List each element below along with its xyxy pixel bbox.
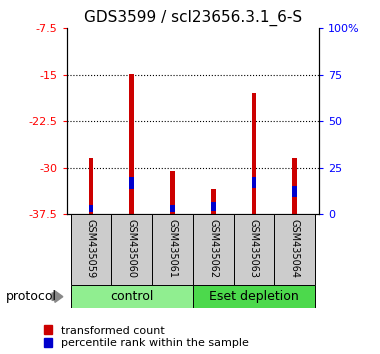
Bar (211, 189, 216, 214)
Bar (152, 214, 193, 285)
Bar (193, 214, 234, 285)
FancyArrow shape (52, 291, 63, 302)
Bar (234, 214, 274, 285)
Bar (170, 171, 175, 214)
Bar (252, 177, 256, 188)
Legend: transformed count, percentile rank within the sample: transformed count, percentile rank withi… (44, 325, 249, 348)
Bar (292, 158, 297, 214)
Text: GSM435059: GSM435059 (86, 218, 96, 278)
Text: GSM435061: GSM435061 (168, 219, 177, 278)
Bar (71, 285, 193, 308)
Bar (111, 214, 152, 285)
Bar (274, 214, 315, 285)
Text: GSM435064: GSM435064 (290, 219, 300, 278)
Text: GSM435060: GSM435060 (127, 219, 137, 278)
Bar (89, 158, 93, 214)
Title: GDS3599 / scl23656.3.1_6-S: GDS3599 / scl23656.3.1_6-S (84, 9, 302, 25)
Text: Eset depletion: Eset depletion (209, 290, 299, 303)
Bar (292, 186, 297, 198)
Bar (71, 214, 111, 285)
Bar (129, 74, 134, 214)
Bar (170, 205, 175, 212)
Bar (89, 205, 93, 212)
Bar (129, 177, 134, 189)
Text: GSM435063: GSM435063 (249, 219, 259, 278)
Text: protocol: protocol (6, 290, 57, 303)
Text: GSM435062: GSM435062 (208, 218, 218, 278)
Bar (252, 93, 256, 214)
Text: control: control (110, 290, 154, 303)
Bar (193, 285, 315, 308)
Bar (211, 202, 216, 211)
